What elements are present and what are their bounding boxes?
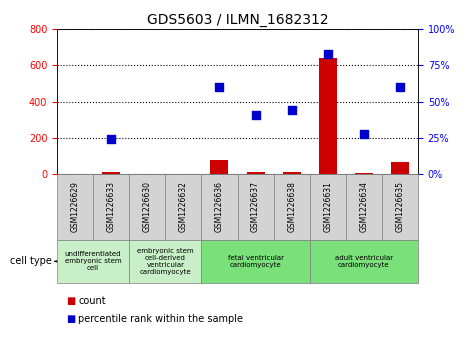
Bar [102, 172, 120, 174]
Text: fetal ventricular
cardiomyocyte: fetal ventricular cardiomyocyte [228, 255, 284, 268]
Text: GSM1226629: GSM1226629 [71, 182, 79, 232]
Text: GSM1226634: GSM1226634 [360, 182, 368, 232]
Point [252, 112, 259, 118]
Point [396, 84, 404, 90]
Text: GSM1226632: GSM1226632 [179, 182, 188, 232]
Bar [283, 172, 301, 174]
Text: embryonic stem
cell-derived
ventricular
cardiomyocyte: embryonic stem cell-derived ventricular … [137, 248, 194, 275]
Title: GDS5603 / ILMN_1682312: GDS5603 / ILMN_1682312 [147, 13, 328, 26]
Text: GSM1226638: GSM1226638 [287, 182, 296, 232]
Point [360, 131, 368, 136]
Text: GSM1226635: GSM1226635 [396, 182, 404, 232]
Text: cell type: cell type [10, 256, 52, 266]
Text: undifferentiated
embryonic stem
cell: undifferentiated embryonic stem cell [65, 251, 122, 272]
Text: percentile rank within the sample: percentile rank within the sample [78, 314, 243, 325]
Text: adult ventricular
cardiomyocyte: adult ventricular cardiomyocyte [335, 255, 393, 268]
Text: GSM1226630: GSM1226630 [143, 182, 152, 232]
Text: GSM1226637: GSM1226637 [251, 182, 260, 232]
Text: ■: ■ [66, 314, 76, 325]
Bar [319, 58, 337, 174]
Text: count: count [78, 296, 106, 306]
Bar [355, 173, 373, 174]
Text: GSM1226636: GSM1226636 [215, 182, 224, 232]
Point [107, 136, 115, 142]
Text: ■: ■ [66, 296, 76, 306]
Point [216, 84, 223, 90]
Point [288, 107, 295, 113]
Bar [247, 172, 265, 174]
Bar [210, 160, 228, 174]
Point [324, 51, 332, 57]
Text: GSM1226631: GSM1226631 [323, 182, 332, 232]
Bar [391, 162, 409, 174]
Text: GSM1226633: GSM1226633 [107, 182, 115, 232]
